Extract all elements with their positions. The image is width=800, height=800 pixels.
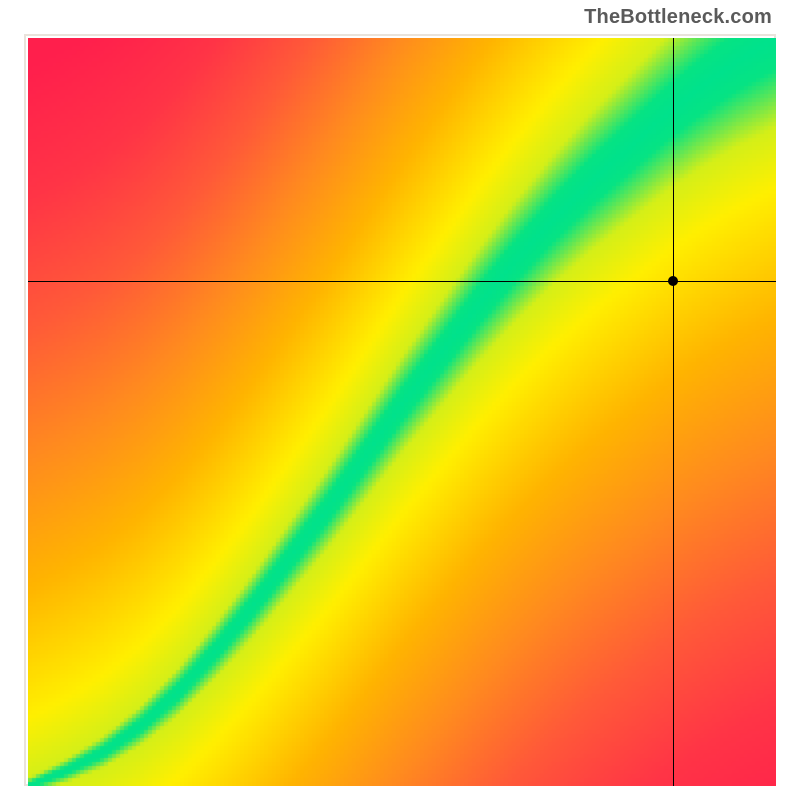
plot-container bbox=[24, 34, 776, 786]
heatmap-canvas bbox=[28, 38, 776, 786]
watermark-text: TheBottleneck.com bbox=[584, 6, 772, 29]
plot-border bbox=[24, 34, 776, 786]
crosshair-marker-dot bbox=[668, 276, 678, 286]
crosshair-vertical-line bbox=[673, 38, 674, 786]
crosshair-horizontal-line bbox=[28, 281, 776, 282]
